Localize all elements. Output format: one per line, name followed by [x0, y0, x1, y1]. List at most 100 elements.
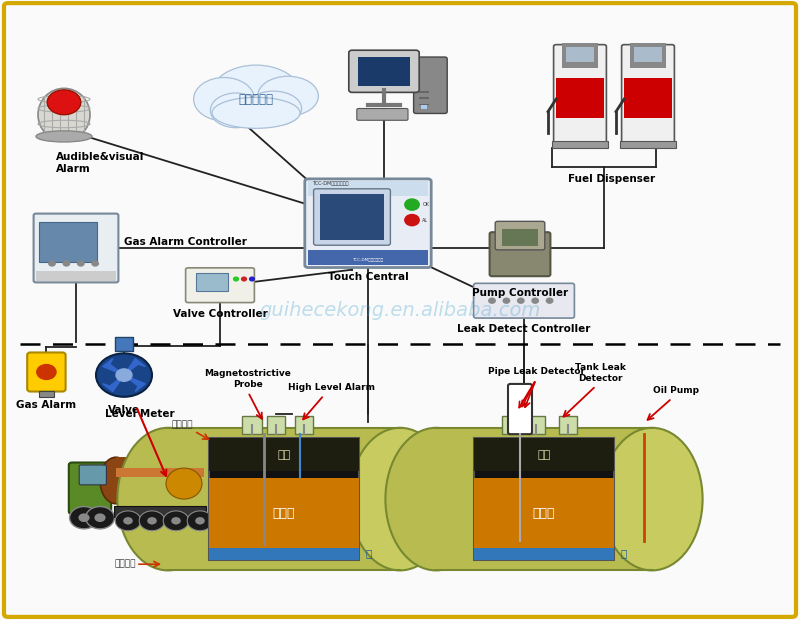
Circle shape [70, 507, 98, 529]
FancyBboxPatch shape [556, 78, 604, 118]
Circle shape [86, 507, 114, 529]
Text: 燃料油: 燃料油 [273, 507, 295, 520]
FancyBboxPatch shape [620, 141, 676, 148]
FancyBboxPatch shape [490, 232, 550, 277]
FancyBboxPatch shape [114, 506, 206, 517]
Text: 内层罐壁: 内层罐壁 [171, 420, 193, 429]
Ellipse shape [188, 458, 220, 503]
Text: Valve: Valve [108, 405, 140, 415]
FancyBboxPatch shape [34, 213, 118, 283]
Text: Gas Alarm: Gas Alarm [16, 400, 77, 410]
Ellipse shape [602, 428, 702, 570]
Text: guihecekong.en.alibaba.com: guihecekong.en.alibaba.com [259, 301, 541, 319]
FancyBboxPatch shape [209, 438, 359, 471]
Ellipse shape [350, 428, 450, 570]
FancyBboxPatch shape [209, 547, 359, 560]
Text: High Level Alarm: High Level Alarm [289, 383, 375, 392]
Ellipse shape [118, 428, 218, 570]
Ellipse shape [38, 88, 90, 141]
FancyBboxPatch shape [295, 415, 313, 434]
FancyBboxPatch shape [624, 78, 672, 118]
Circle shape [187, 511, 213, 531]
FancyBboxPatch shape [562, 43, 598, 68]
FancyBboxPatch shape [116, 457, 204, 503]
FancyBboxPatch shape [186, 268, 254, 303]
Circle shape [94, 513, 106, 522]
FancyBboxPatch shape [39, 221, 97, 262]
FancyBboxPatch shape [116, 468, 204, 477]
Circle shape [405, 215, 419, 226]
FancyBboxPatch shape [349, 50, 419, 92]
Ellipse shape [212, 65, 300, 121]
Circle shape [139, 511, 165, 531]
FancyBboxPatch shape [320, 195, 384, 239]
Ellipse shape [36, 131, 92, 142]
Text: 油气: 油气 [538, 450, 550, 460]
FancyBboxPatch shape [421, 105, 427, 108]
Text: OK: OK [422, 202, 430, 207]
Ellipse shape [246, 91, 302, 126]
FancyBboxPatch shape [419, 91, 429, 93]
Circle shape [78, 513, 90, 522]
Ellipse shape [210, 93, 262, 128]
FancyBboxPatch shape [419, 97, 429, 99]
Ellipse shape [212, 97, 300, 128]
Circle shape [92, 261, 98, 266]
FancyBboxPatch shape [4, 3, 796, 617]
FancyBboxPatch shape [308, 250, 428, 265]
FancyBboxPatch shape [357, 108, 408, 120]
Text: Magnetostrictive
Probe: Magnetostrictive Probe [205, 370, 291, 389]
FancyBboxPatch shape [502, 415, 522, 434]
Circle shape [234, 277, 238, 281]
FancyBboxPatch shape [630, 43, 666, 68]
Text: Fuel Dispenser: Fuel Dispenser [569, 174, 655, 184]
FancyBboxPatch shape [115, 337, 133, 351]
Ellipse shape [386, 428, 486, 570]
Text: 外层罐壁: 外层罐壁 [114, 560, 136, 569]
FancyBboxPatch shape [196, 273, 228, 291]
Text: 油气: 油气 [278, 450, 290, 460]
FancyBboxPatch shape [358, 57, 410, 86]
Circle shape [116, 369, 132, 381]
FancyBboxPatch shape [474, 479, 614, 547]
FancyBboxPatch shape [474, 438, 614, 471]
FancyBboxPatch shape [436, 428, 652, 570]
FancyBboxPatch shape [267, 415, 285, 434]
FancyBboxPatch shape [495, 221, 545, 250]
FancyBboxPatch shape [27, 352, 66, 392]
Circle shape [405, 199, 419, 210]
Text: Valve Controller: Valve Controller [173, 309, 267, 319]
Circle shape [115, 511, 141, 531]
Polygon shape [102, 358, 124, 375]
Text: AL: AL [422, 218, 429, 223]
FancyBboxPatch shape [474, 283, 574, 318]
FancyBboxPatch shape [508, 384, 532, 434]
FancyBboxPatch shape [527, 415, 545, 434]
FancyBboxPatch shape [69, 463, 111, 514]
Circle shape [37, 365, 56, 379]
Polygon shape [124, 375, 146, 392]
Circle shape [171, 517, 181, 525]
FancyBboxPatch shape [209, 438, 359, 560]
Circle shape [242, 277, 246, 281]
Circle shape [546, 298, 553, 303]
Circle shape [503, 298, 510, 303]
FancyBboxPatch shape [419, 104, 429, 105]
FancyBboxPatch shape [559, 415, 577, 434]
FancyBboxPatch shape [552, 141, 608, 148]
FancyBboxPatch shape [474, 438, 614, 560]
FancyBboxPatch shape [502, 229, 538, 246]
Text: TCC-DM触摸式控制系: TCC-DM触摸式控制系 [312, 181, 349, 187]
Circle shape [63, 261, 70, 266]
FancyBboxPatch shape [168, 428, 400, 570]
Polygon shape [124, 358, 146, 375]
Circle shape [195, 517, 205, 525]
Text: Oil Pump: Oil Pump [653, 386, 699, 395]
Text: Pipe Leak Detector: Pipe Leak Detector [487, 368, 585, 376]
Text: Audible&visual
Alarm: Audible&visual Alarm [56, 152, 144, 174]
FancyBboxPatch shape [566, 46, 594, 62]
Text: Touch Central: Touch Central [328, 273, 408, 283]
Text: 燃料油: 燃料油 [533, 507, 555, 520]
FancyBboxPatch shape [308, 181, 428, 196]
FancyBboxPatch shape [39, 391, 54, 397]
